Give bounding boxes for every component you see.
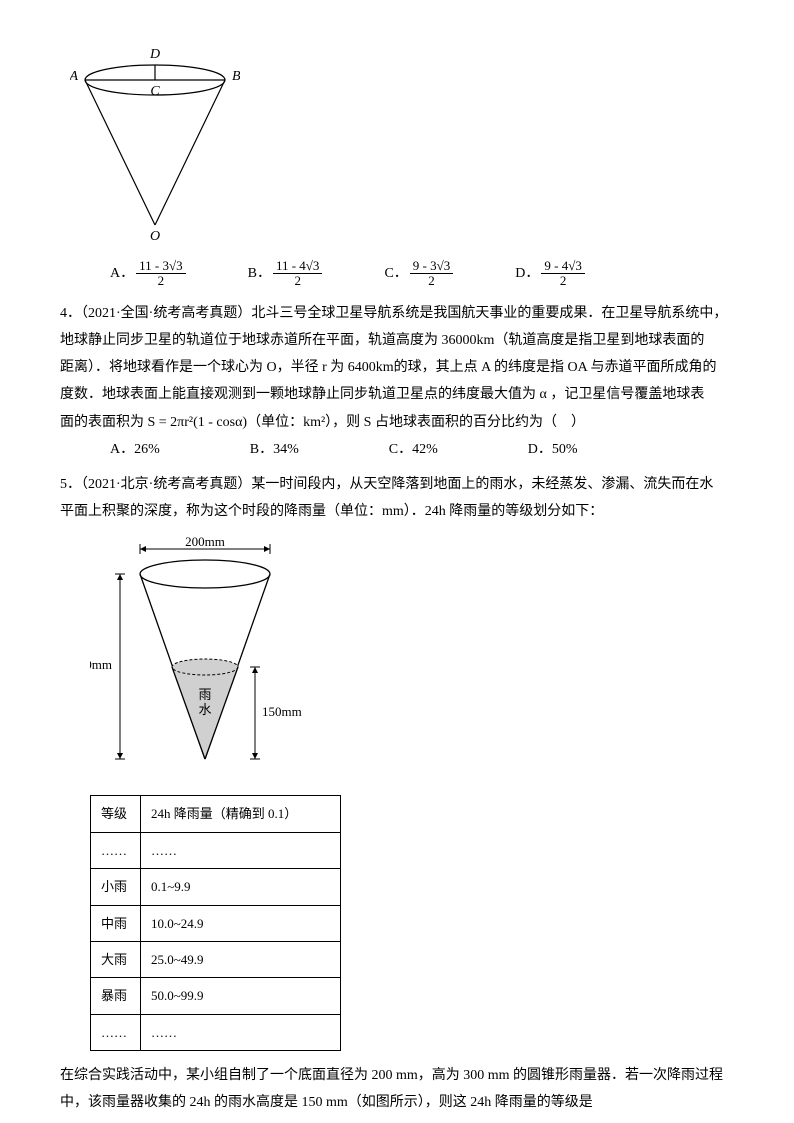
q3-option-a: A． 11 - 3√32: [110, 259, 188, 289]
option-letter: B．: [248, 261, 271, 286]
option-letter: A．: [110, 261, 134, 286]
rain-level-table: 等级 24h 降雨量（精确到 0.1） …… …… 小雨 0.1~9.9 中雨 …: [90, 795, 341, 1051]
q4-options: A．26% B．34% C．42% D．50%: [110, 437, 734, 462]
table-row: 小雨 0.1~9.9: [91, 869, 341, 905]
q3-option-d: D． 9 - 4√32: [515, 259, 587, 289]
svg-text:D: D: [149, 47, 160, 62]
q4-line3: 距离）．将地球看作是一个球心为 O，半径 r 为 6400km的球，其上点 A …: [60, 355, 734, 380]
svg-text:水: 水: [198, 702, 211, 717]
q4-line1: 4．（2021·全国·统考高考真题）北斗三号全球卫星导航系统是我国航天事业的重要…: [60, 301, 734, 326]
q4-option-c: C．42%: [389, 437, 438, 462]
q4-option-d: D．50%: [528, 437, 578, 462]
table-row: …… ……: [91, 832, 341, 868]
svg-text:150mm: 150mm: [262, 704, 302, 719]
option-letter: D．: [515, 261, 539, 286]
table-header-row: 等级 24h 降雨量（精确到 0.1）: [91, 796, 341, 832]
q5-line3: 在综合实践活动中，某小组自制了一个底面直径为 200 mm，高为 300 mm …: [60, 1063, 734, 1088]
svg-text:A: A: [70, 69, 78, 84]
svg-text:300mm: 300mm: [90, 657, 112, 672]
cone-figure: D A B C O: [70, 40, 734, 249]
table-row: 暴雨 50.0~99.9: [91, 978, 341, 1014]
q3-option-c: C． 9 - 3√32: [384, 259, 455, 289]
option-letter: C．: [384, 261, 407, 286]
q4-line5: 面的表面积为 S = 2πr²(1 - cosα)（单位：km²），则 S 占地…: [60, 410, 734, 435]
table-header-cell: 24h 降雨量（精确到 0.1）: [141, 796, 341, 832]
svg-text:C: C: [150, 84, 160, 99]
rain-gauge-figure: 200mm 300mm 150mm 雨 水: [90, 534, 734, 783]
table-row: …… ……: [91, 1014, 341, 1050]
q5-line4: 中，该雨量器收集的 24h 的雨水高度是 150 mm（如图所示），则这 24h…: [60, 1090, 734, 1115]
table-header-cell: 等级: [91, 796, 141, 832]
svg-text:B: B: [232, 69, 240, 84]
table-row: 中雨 10.0~24.9: [91, 905, 341, 941]
q3-options: A． 11 - 3√32 B． 11 - 4√32 C． 9 - 3√32 D．…: [110, 259, 734, 289]
q5-line1: 5．（2021·北京·统考高考真题）某一时间段内，从天空降落到地面上的雨水，未经…: [60, 472, 734, 497]
svg-text:雨: 雨: [198, 687, 211, 702]
q5-line2: 平面上积聚的深度，称为这个时段的降雨量（单位：mm）．24h 降雨量的等级划分如…: [60, 499, 734, 524]
svg-text:200mm: 200mm: [185, 534, 225, 549]
q3-option-b: B． 11 - 4√32: [248, 259, 325, 289]
table-row: 大雨 25.0~49.9: [91, 942, 341, 978]
svg-text:O: O: [150, 229, 160, 240]
q4-option-a: A．26%: [110, 437, 160, 462]
q4-option-b: B．34%: [250, 437, 299, 462]
q4-line2: 地球静止同步卫星的轨道位于地球赤道所在平面，轨道高度为 36000km（轨道高度…: [60, 328, 734, 353]
q4-line4: 度数．地球表面上能直接观测到一颗地球静止同步轨道卫星点的纬度最大值为 α ，记卫…: [60, 382, 734, 407]
